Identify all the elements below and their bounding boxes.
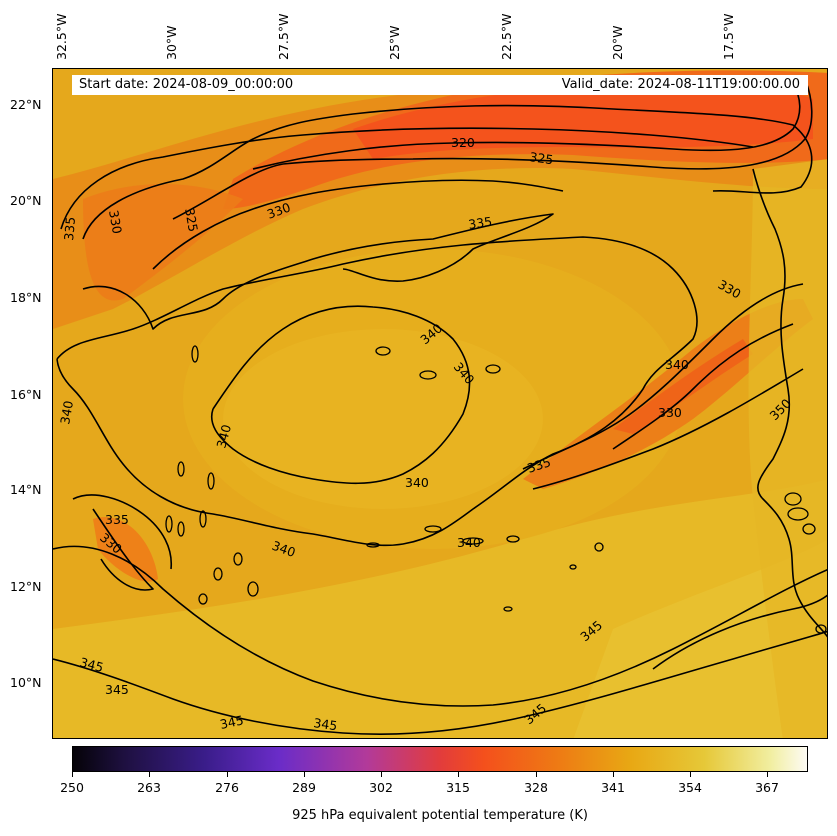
colorbar-title: 925 hPa equivalent potential temperature…: [292, 808, 588, 823]
lat-label-20n: 20°N: [10, 193, 42, 208]
label-330-west: 330: [106, 209, 125, 235]
valid-date-text: Valid_date: 2024-08-11T19:00:00.00: [561, 77, 800, 92]
label-335-west: 335: [61, 216, 78, 241]
contour-east-335: [532, 368, 804, 490]
label-335-sw: 335: [105, 512, 129, 527]
label-345-south: 345: [219, 712, 245, 732]
label-330-streamer: 330: [658, 405, 682, 420]
contour-320: [252, 83, 801, 170]
contour-lines: [53, 78, 827, 736]
contour-330-tongue: [152, 179, 564, 270]
lat-label-18n: 18°N: [10, 290, 42, 305]
label-335-streamer: 335: [525, 454, 552, 476]
label-320: 320: [451, 135, 475, 150]
contour-340-inner: [211, 305, 471, 485]
lon-label-30w: 30°W: [164, 25, 179, 60]
lat-label-12n: 12°N: [10, 579, 42, 594]
colorbar-label-315: 315: [446, 780, 470, 795]
lon-label-27-5w: 27.5°W: [276, 13, 291, 60]
lon-label-17-5w: 17.5°W: [721, 13, 736, 60]
lat-label-22n: 22°N: [10, 97, 42, 112]
contour-sw-335: [72, 494, 173, 570]
contour-sw-330: [92, 508, 154, 591]
label-345-sw-b: 345: [105, 682, 129, 697]
date-info-bar: Start date: 2024-08-09_00:00:00 Valid_da…: [72, 75, 808, 95]
colorbar-label-328: 328: [524, 780, 548, 795]
colorbar-tick: [536, 772, 537, 777]
label-335-north: 335: [467, 214, 493, 232]
contour-330-north: [82, 104, 813, 240]
field-coast-strip: [748, 159, 827, 738]
label-325: 325: [529, 149, 555, 167]
label-340-south-b: 340: [457, 535, 481, 550]
contour-335-mid: [82, 213, 554, 330]
colorbar-tick: [613, 772, 614, 777]
contour-340-ring: [56, 236, 698, 547]
contour-labels: 320 325 330 330 325 335 335 330 340 340 …: [57, 135, 794, 733]
colorbar-tick: [381, 772, 382, 777]
colorbar: [72, 746, 808, 772]
contour-345-east: [652, 594, 827, 670]
colorbar-tick: [690, 772, 691, 777]
colorbar-tick: [458, 772, 459, 777]
colorbar-label-302: 302: [369, 780, 393, 795]
coastline: [752, 168, 827, 638]
label-340-center: 340: [405, 475, 429, 490]
label-340-east: 340: [665, 357, 689, 372]
contour-east-340: [522, 283, 804, 470]
label-340-west: 340: [57, 399, 76, 425]
lat-label-16n: 16°N: [10, 387, 42, 402]
colorbar-label-341: 341: [601, 780, 625, 795]
colorbar-tick: [227, 772, 228, 777]
colorbar-tick: [149, 772, 150, 777]
map-panel[interactable]: 320 325 330 330 325 335 335 330 340 340 …: [52, 68, 828, 739]
colorbar-label-289: 289: [292, 780, 316, 795]
start-date-text: Start date: 2024-08-09_00:00:00: [79, 77, 294, 92]
lon-label-25w: 25°W: [387, 25, 402, 60]
lat-label-10n: 10°N: [10, 675, 42, 690]
colorbar-tick: [304, 772, 305, 777]
colorbar-label-263: 263: [137, 780, 161, 795]
contour-east-330: [612, 323, 794, 450]
contour-345-south: [53, 545, 827, 707]
colorbar-label-367: 367: [755, 780, 779, 795]
colorbar-tick: [72, 772, 73, 777]
label-345-sw: 345: [78, 654, 105, 675]
label-340-inner: 340: [213, 423, 234, 450]
lat-label-14n: 14°N: [10, 482, 42, 497]
label-325-west: 325: [182, 207, 201, 233]
lon-label-22-5w: 22.5°W: [499, 13, 514, 60]
colorbar-label-276: 276: [215, 780, 239, 795]
lon-label-32-5w: 32.5°W: [54, 13, 69, 60]
speckle-contours: [165, 345, 827, 634]
colorbar-tick: [767, 772, 768, 777]
label-345-south-b: 345: [313, 715, 339, 733]
colorbar-label-354: 354: [678, 780, 702, 795]
contour-335-north: [60, 127, 754, 230]
field-west-cool-tongue: [83, 184, 243, 301]
colorbar-label-250: 250: [60, 780, 84, 795]
contour-345-far-south: [53, 630, 827, 736]
lon-label-20w: 20°W: [610, 25, 625, 60]
theta-e-field: 320 325 330 330 325 335 335 330 340 340 …: [53, 69, 827, 738]
